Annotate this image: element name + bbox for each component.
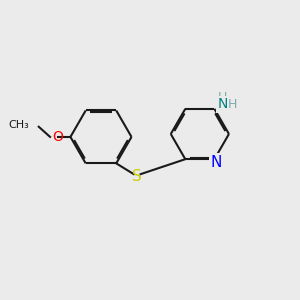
Text: S: S [132,169,142,184]
Text: CH₃: CH₃ [8,120,29,130]
Text: H: H [218,91,227,104]
Text: N: N [210,154,221,169]
Text: N: N [218,98,228,112]
Text: H: H [228,98,237,111]
Text: O: O [52,130,63,144]
